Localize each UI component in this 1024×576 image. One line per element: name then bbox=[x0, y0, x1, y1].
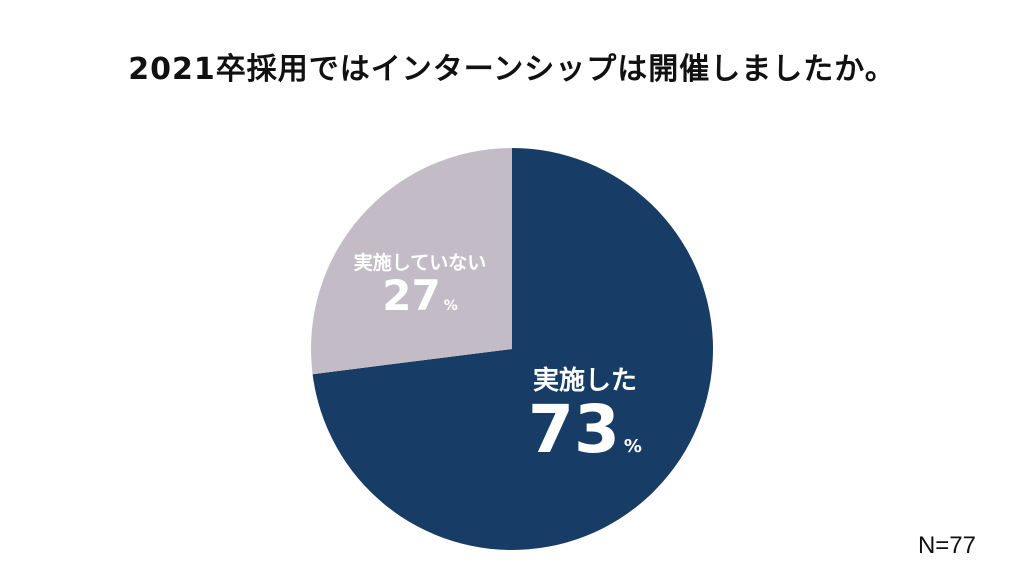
slice-percent-not-implemented: 27% bbox=[382, 271, 458, 320]
slice-percent-implemented: 73% bbox=[528, 391, 642, 468]
slice-label-not-implemented: 実施していない 27% bbox=[330, 248, 510, 317]
slice-label-implemented: 実施した 73% bbox=[495, 360, 675, 463]
pie-slice-implemented bbox=[312, 148, 713, 550]
slice-name-not-implemented: 実施していない bbox=[353, 252, 487, 274]
chart-title: 2021卒採用ではインターンシップは開催しましたか。 bbox=[128, 52, 896, 87]
pie-slice-not-implemented bbox=[310, 148, 512, 375]
sample-size-label: N=77 bbox=[917, 532, 976, 559]
slice-name-implemented: 実施した bbox=[532, 366, 637, 396]
